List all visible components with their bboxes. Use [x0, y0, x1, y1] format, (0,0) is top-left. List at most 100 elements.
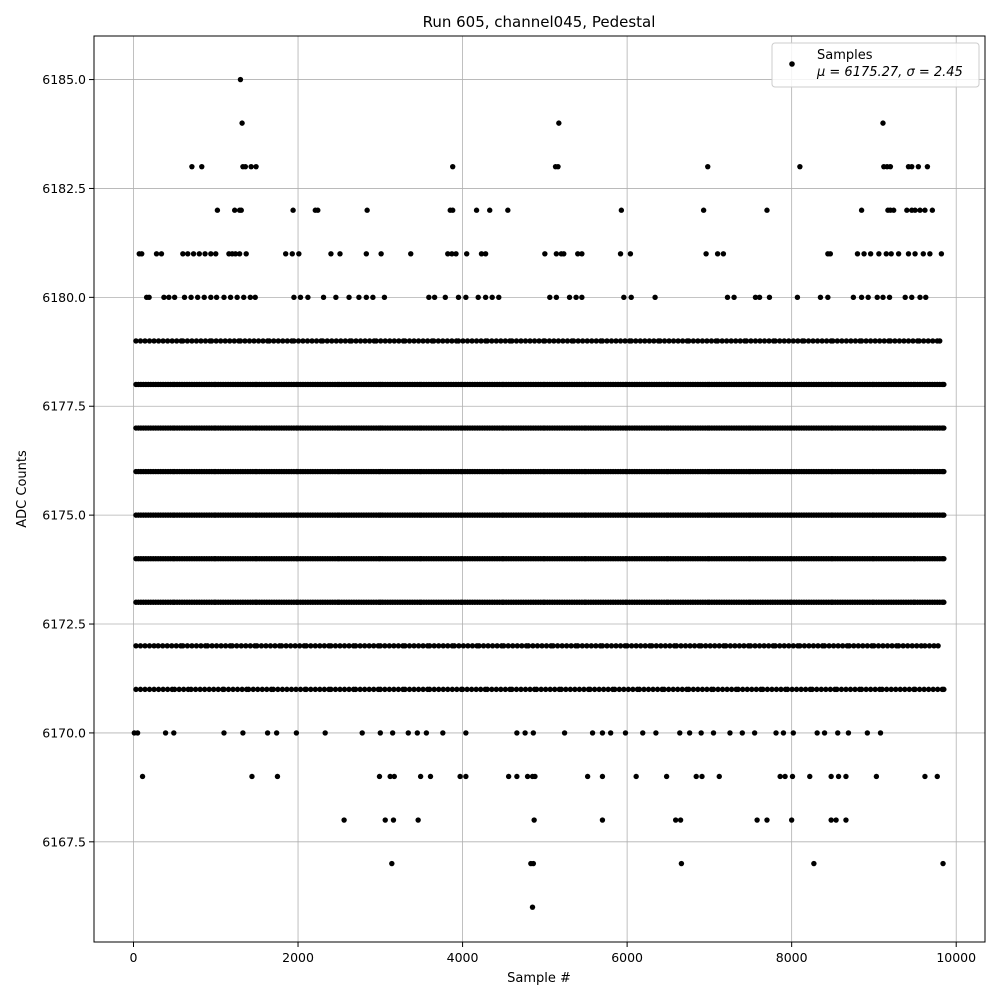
- data-point: [814, 686, 820, 693]
- data-point: [229, 643, 235, 649]
- data-point: [382, 817, 388, 823]
- data-point: [275, 686, 281, 693]
- data-point: [917, 207, 923, 213]
- data-point: [677, 730, 683, 736]
- data-point: [777, 643, 783, 649]
- data-point: [573, 294, 579, 301]
- data-points: [131, 76, 947, 910]
- data-point: [790, 338, 797, 344]
- data-point: [242, 163, 249, 170]
- data-point: [773, 686, 780, 693]
- data-point: [414, 730, 421, 736]
- data-point: [893, 686, 899, 693]
- data-point: [478, 251, 485, 257]
- data-point: [780, 730, 787, 736]
- data-point: [159, 643, 166, 649]
- data-point: [194, 294, 201, 301]
- data-point: [243, 251, 249, 257]
- data-point: [308, 643, 314, 649]
- data-point: [160, 338, 166, 344]
- data-point: [245, 686, 252, 693]
- data-point: [221, 686, 227, 693]
- data-point: [514, 730, 520, 736]
- data-point: [559, 643, 565, 649]
- data-point: [359, 730, 365, 736]
- data-point: [918, 643, 924, 649]
- data-point: [382, 686, 388, 693]
- data-point: [699, 338, 706, 344]
- data-point: [211, 686, 217, 693]
- data-point: [317, 686, 323, 693]
- data-point: [874, 294, 880, 301]
- data-point: [690, 686, 697, 693]
- data-point: [914, 643, 920, 649]
- data-point: [510, 643, 516, 649]
- data-point: [460, 338, 466, 344]
- data-point: [922, 207, 928, 213]
- y-axis-ticks: 6167.5 6170.0 6172.5 6175.0 6177.5 6180.0 6182…: [42, 72, 94, 849]
- data-point: [386, 686, 393, 693]
- data-point: [352, 686, 359, 693]
- data-point: [315, 207, 321, 213]
- data-point: [752, 338, 759, 344]
- data-point: [892, 338, 898, 344]
- data-point: [238, 643, 244, 649]
- data-point: [695, 338, 701, 344]
- data-point: [190, 251, 197, 257]
- data-point: [646, 338, 653, 344]
- data-point: [679, 686, 685, 693]
- data-point: [164, 643, 170, 649]
- data-point: [255, 338, 262, 344]
- data-point: [883, 686, 890, 693]
- data-point: [938, 251, 945, 257]
- data-point: [247, 643, 254, 649]
- data-point: [593, 338, 599, 344]
- data-point: [232, 251, 239, 257]
- data-point: [296, 643, 303, 649]
- data-point: [834, 686, 840, 693]
- data-point: [280, 338, 286, 344]
- data-point: [133, 643, 139, 649]
- data-point: [213, 643, 220, 649]
- data-point: [599, 773, 606, 780]
- data-point: [720, 251, 727, 257]
- data-point: [450, 163, 456, 170]
- data-point: [613, 338, 619, 344]
- data-point: [563, 686, 569, 693]
- data-point: [237, 338, 244, 344]
- data-point: [208, 338, 215, 344]
- data-point: [415, 817, 421, 823]
- data-point: [169, 643, 175, 649]
- data-point: [527, 338, 533, 344]
- data-point: [346, 294, 352, 301]
- data-point: [819, 338, 825, 344]
- data-point: [825, 294, 831, 301]
- data-point: [542, 686, 549, 693]
- data-point: [693, 773, 699, 780]
- data-point: [279, 686, 286, 693]
- data-point: [514, 773, 520, 780]
- data-point: [806, 643, 812, 649]
- data-point: [927, 251, 933, 257]
- data-point: [579, 643, 585, 649]
- data-point: [550, 643, 556, 649]
- data-point: [406, 643, 413, 649]
- data-point: [518, 686, 524, 693]
- legend: Samples μ = 6175.27, σ = 2.45: [771, 42, 980, 88]
- data-point: [564, 338, 571, 344]
- data-point: [217, 338, 224, 344]
- data-point: [539, 643, 545, 649]
- data-point: [362, 338, 368, 344]
- data-point: [431, 294, 438, 301]
- data-point: [838, 686, 845, 693]
- data-point: [757, 338, 763, 344]
- data-point: [765, 643, 772, 649]
- y-tick-label: 6175.0: [42, 508, 86, 523]
- data-point: [777, 338, 783, 344]
- data-point: [312, 686, 319, 693]
- data-point: [662, 643, 669, 649]
- data-point: [258, 643, 265, 649]
- data-point: [180, 643, 186, 649]
- y-tick-label: 6182.5: [42, 181, 86, 196]
- data-point: [703, 251, 709, 257]
